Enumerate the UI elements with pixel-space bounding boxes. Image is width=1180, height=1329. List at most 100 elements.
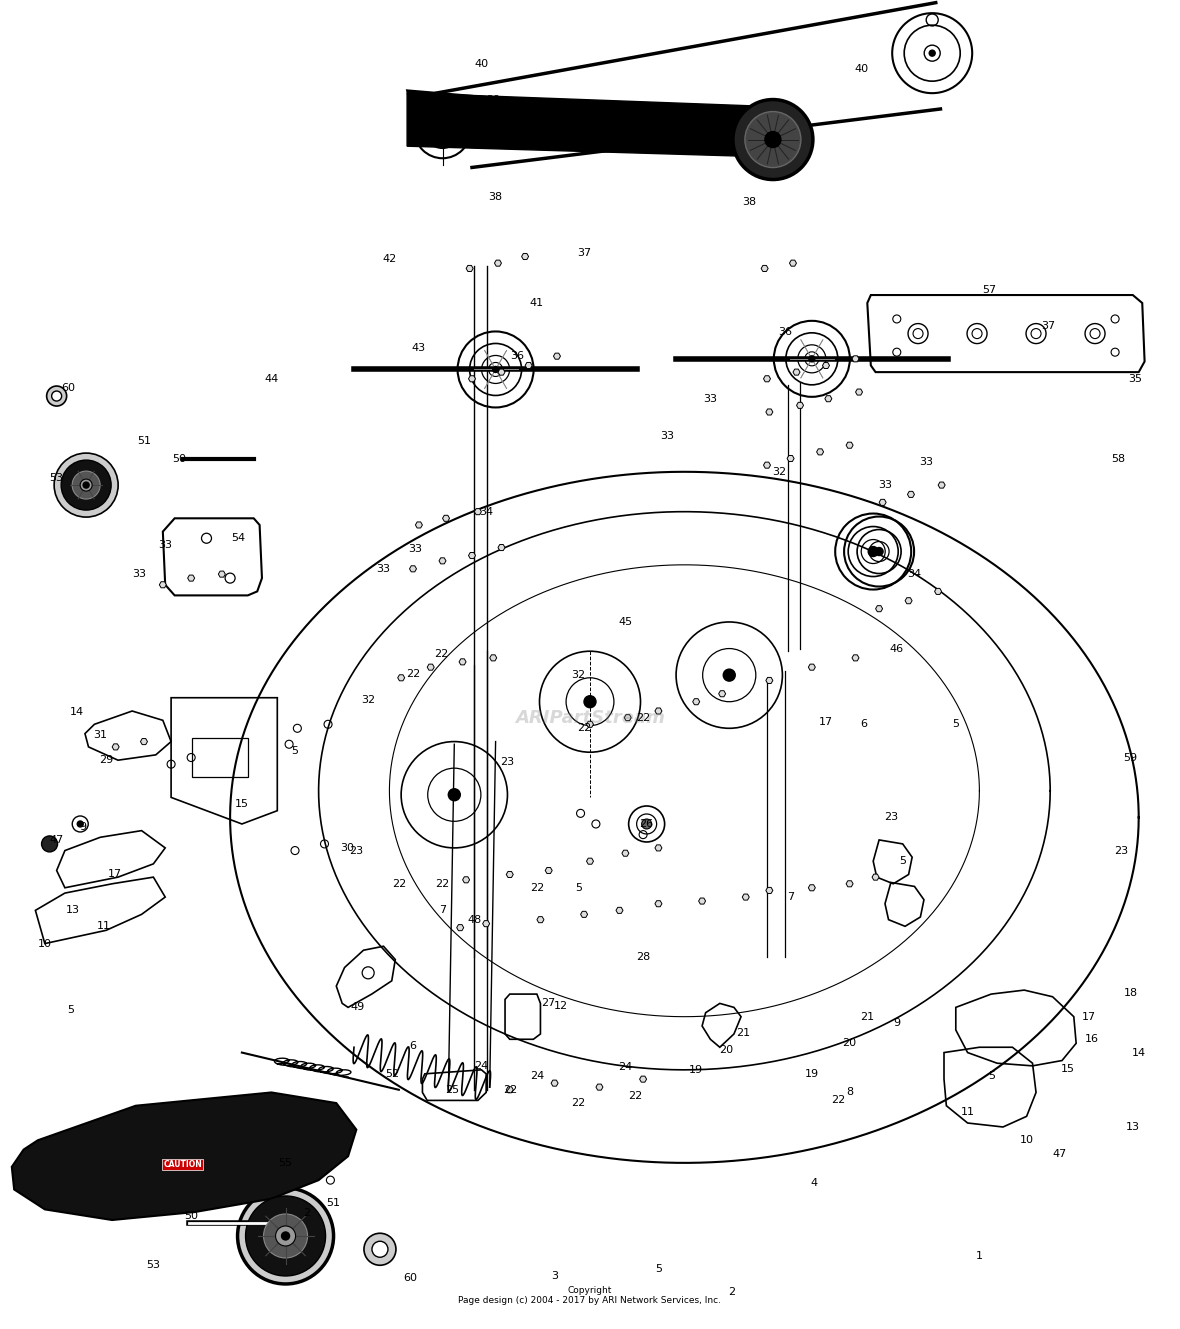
Polygon shape: [457, 925, 464, 930]
Circle shape: [276, 1225, 295, 1247]
Polygon shape: [498, 369, 505, 375]
Text: 22: 22: [628, 1091, 642, 1102]
Circle shape: [77, 821, 84, 827]
Polygon shape: [159, 582, 166, 587]
Polygon shape: [459, 659, 466, 664]
Polygon shape: [494, 260, 501, 266]
Text: 36: 36: [778, 327, 792, 338]
Polygon shape: [872, 874, 879, 880]
Text: 59: 59: [1123, 752, 1138, 763]
Text: 10: 10: [38, 938, 52, 949]
Text: 53: 53: [50, 473, 64, 484]
Text: ARIPartStream: ARIPartStream: [514, 708, 666, 727]
Polygon shape: [856, 389, 863, 395]
Text: 33: 33: [132, 569, 146, 579]
Polygon shape: [825, 396, 832, 401]
Polygon shape: [616, 908, 623, 913]
Text: 57: 57: [982, 284, 996, 295]
Polygon shape: [761, 266, 768, 271]
Polygon shape: [796, 403, 804, 408]
Polygon shape: [468, 553, 476, 558]
Text: 15: 15: [1061, 1063, 1075, 1074]
Text: 5: 5: [655, 1264, 662, 1275]
Polygon shape: [581, 912, 588, 917]
Circle shape: [448, 788, 460, 801]
Polygon shape: [789, 260, 797, 266]
Text: 54: 54: [231, 533, 245, 544]
Polygon shape: [407, 90, 763, 157]
Text: 20: 20: [843, 1038, 857, 1049]
Polygon shape: [525, 363, 532, 368]
Circle shape: [745, 112, 801, 167]
Text: 3: 3: [551, 1271, 558, 1281]
Polygon shape: [766, 409, 773, 415]
Text: 34: 34: [479, 506, 493, 517]
Text: 50: 50: [184, 1211, 198, 1221]
Polygon shape: [640, 1076, 647, 1082]
Text: 33: 33: [703, 393, 717, 404]
Text: 33: 33: [408, 544, 422, 554]
Text: 33: 33: [660, 431, 674, 441]
Circle shape: [245, 1196, 326, 1276]
Text: 2: 2: [728, 1286, 735, 1297]
Text: 30: 30: [340, 843, 354, 853]
Text: 17: 17: [819, 716, 833, 727]
Text: 36: 36: [510, 351, 524, 361]
Polygon shape: [808, 885, 815, 890]
Polygon shape: [793, 369, 800, 375]
Text: 38: 38: [742, 197, 756, 207]
Text: 39: 39: [486, 94, 500, 105]
Text: 44: 44: [264, 373, 278, 384]
Circle shape: [363, 1233, 396, 1265]
Circle shape: [733, 100, 813, 179]
Text: 29: 29: [99, 755, 113, 766]
Text: 24: 24: [618, 1062, 632, 1073]
Polygon shape: [766, 678, 773, 683]
Text: 16: 16: [1084, 1034, 1099, 1045]
Text: CAUTION: CAUTION: [164, 1160, 202, 1168]
Circle shape: [80, 478, 92, 492]
Text: 60: 60: [404, 1273, 418, 1284]
Text: 35: 35: [1128, 373, 1142, 384]
Text: 22: 22: [503, 1084, 517, 1095]
Text: 45: 45: [618, 617, 632, 627]
Text: 40: 40: [854, 64, 868, 74]
Text: 7: 7: [439, 905, 446, 916]
Text: 26: 26: [640, 819, 654, 829]
Circle shape: [642, 819, 651, 829]
Polygon shape: [498, 545, 505, 550]
Polygon shape: [442, 516, 450, 521]
Polygon shape: [522, 254, 529, 259]
Text: 33: 33: [878, 480, 892, 490]
Polygon shape: [879, 500, 886, 505]
Polygon shape: [490, 655, 497, 661]
Polygon shape: [188, 575, 195, 581]
Text: 38: 38: [489, 191, 503, 202]
Text: 14: 14: [70, 707, 84, 718]
Circle shape: [54, 453, 118, 517]
Polygon shape: [905, 598, 912, 603]
Polygon shape: [808, 664, 815, 670]
Polygon shape: [586, 722, 594, 727]
Polygon shape: [415, 522, 422, 528]
Polygon shape: [817, 449, 824, 455]
Circle shape: [72, 470, 100, 500]
Text: 23: 23: [1114, 845, 1128, 856]
Text: 20: 20: [719, 1045, 733, 1055]
Text: 39: 39: [486, 128, 500, 138]
Polygon shape: [719, 691, 726, 696]
Polygon shape: [427, 664, 434, 670]
Text: 22: 22: [434, 649, 448, 659]
Polygon shape: [822, 363, 830, 368]
Polygon shape: [407, 93, 765, 157]
Polygon shape: [545, 868, 552, 873]
Text: 23: 23: [349, 845, 363, 856]
Polygon shape: [474, 509, 481, 514]
Polygon shape: [787, 456, 794, 461]
Polygon shape: [763, 376, 771, 381]
Text: 12: 12: [553, 1001, 568, 1011]
Polygon shape: [852, 356, 859, 361]
Text: 6: 6: [860, 719, 867, 730]
Text: 19: 19: [689, 1065, 703, 1075]
Text: 7: 7: [787, 892, 794, 902]
